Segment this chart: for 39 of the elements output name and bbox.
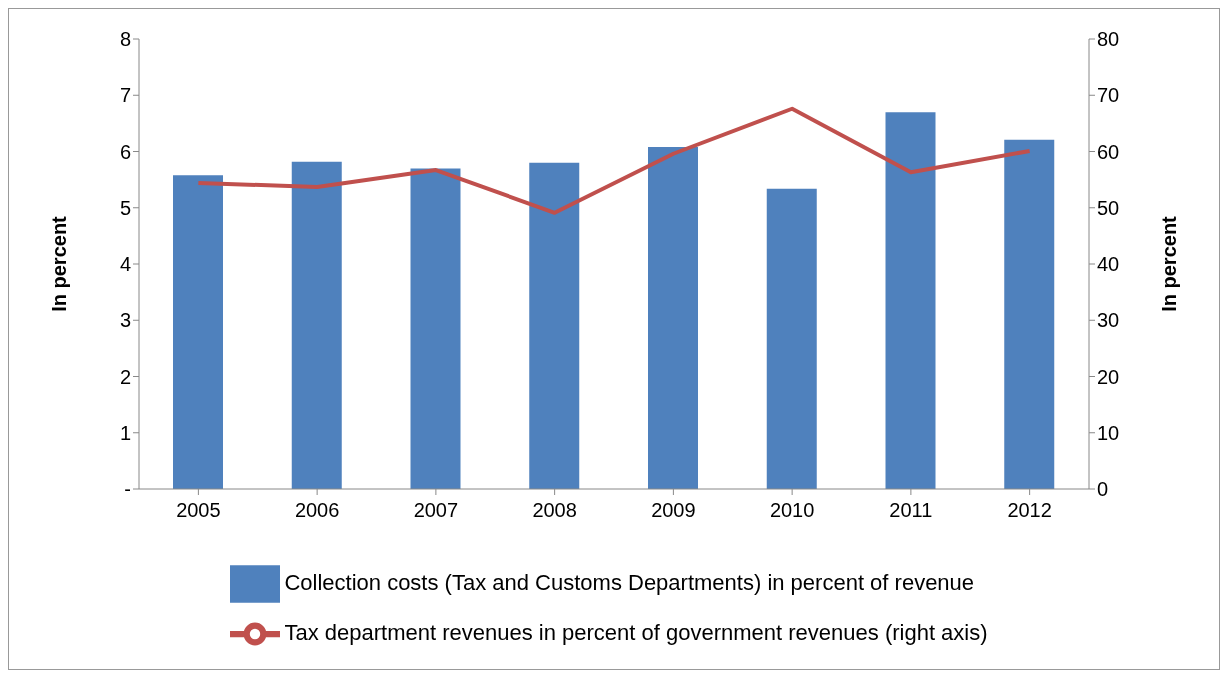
x-tick-label: 2008 bbox=[532, 499, 577, 522]
y2-tick-label: 70 bbox=[1097, 84, 1120, 107]
y2-tick-label: 30 bbox=[1097, 309, 1120, 332]
y2-axis-title: In percent bbox=[1158, 215, 1181, 312]
y2-tick-label: 80 bbox=[1097, 28, 1120, 51]
bar bbox=[1004, 139, 1055, 489]
y2-tick-label: 0 bbox=[1097, 478, 1109, 501]
line-series bbox=[196, 106, 1032, 215]
x-tick-label: 2012 bbox=[1007, 499, 1052, 522]
y2-tick-label: 10 bbox=[1097, 421, 1120, 444]
bar bbox=[291, 161, 342, 489]
y2-tick-label: 40 bbox=[1097, 253, 1120, 276]
y2-tick-label: 50 bbox=[1097, 196, 1120, 219]
bar bbox=[885, 112, 936, 489]
y-tick-label: 1 bbox=[119, 421, 131, 444]
y2-tick-label: 20 bbox=[1097, 365, 1120, 388]
y-tick-label: 3 bbox=[119, 309, 131, 332]
y-tick-label: 7 bbox=[119, 84, 131, 107]
y-tick-label: 2 bbox=[119, 365, 131, 388]
x-tick-label: 2005 bbox=[176, 499, 221, 522]
bar bbox=[529, 162, 580, 489]
legend-label: Tax department revenues in percent of government revenues (right axis) bbox=[284, 619, 988, 645]
legend-label: Collection costs (Tax and Customs Departments) in percent of revenue bbox=[284, 569, 975, 595]
x-tick-label: 2010 bbox=[769, 499, 815, 522]
bar bbox=[766, 188, 817, 489]
x-tick-label: 2007 bbox=[413, 499, 459, 522]
bar bbox=[410, 168, 461, 489]
bar bbox=[648, 147, 698, 489]
bar bbox=[173, 175, 223, 489]
y-tick-label: - bbox=[124, 478, 131, 501]
y-tick-label: 5 bbox=[119, 196, 131, 219]
y2-tick-label: 60 bbox=[1097, 140, 1120, 163]
y-tick-label: 4 bbox=[119, 253, 131, 276]
y-tick-label: 6 bbox=[119, 140, 131, 163]
x-tick-label: 2009 bbox=[651, 499, 696, 522]
y-tick-label: 8 bbox=[119, 28, 131, 51]
y-axis-title: In percent bbox=[48, 215, 71, 312]
x-tick-label: 2006 bbox=[294, 499, 340, 522]
x-tick-label: 2011 bbox=[889, 499, 933, 522]
